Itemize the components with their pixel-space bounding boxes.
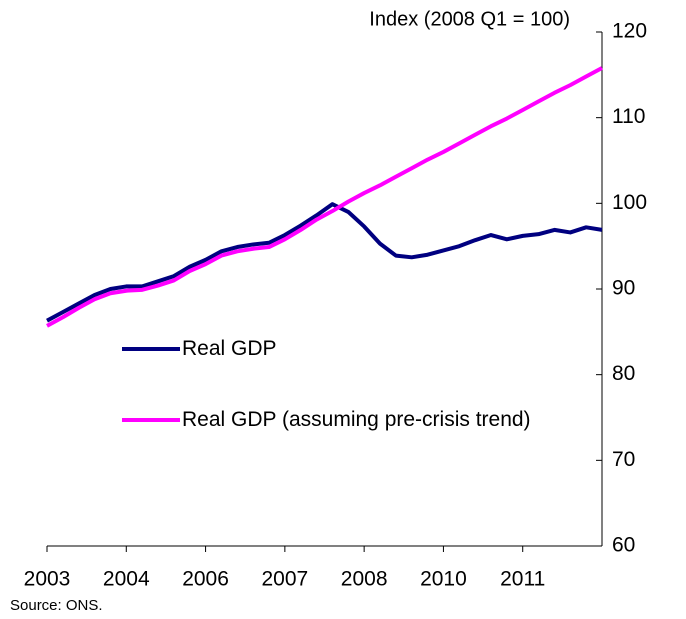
y-tick-label: 70 bbox=[612, 448, 635, 471]
x-tick-label: 2003 bbox=[24, 568, 71, 591]
legend-label: Real GDP bbox=[182, 337, 277, 360]
x-tick-label: 2010 bbox=[420, 568, 467, 591]
y-tick-label: 60 bbox=[612, 534, 635, 557]
x-tick-label: 2004 bbox=[103, 568, 150, 591]
y-tick-label: 110 bbox=[612, 105, 645, 128]
x-tick-label: 2007 bbox=[261, 568, 308, 591]
y-tick-label: 120 bbox=[612, 20, 647, 43]
series-line bbox=[46, 202, 603, 323]
x-tick-label: 2011 bbox=[500, 568, 545, 591]
source-note: Source: ONS. bbox=[10, 597, 103, 614]
y-tick-label: 80 bbox=[612, 362, 635, 385]
x-tick-label: 2006 bbox=[182, 568, 229, 591]
legend-label: Real GDP (assuming pre-crisis trend) bbox=[182, 408, 531, 431]
y-tick-label: 90 bbox=[612, 277, 635, 300]
series-line bbox=[46, 66, 603, 328]
axis-label: Index (2008 Q1 = 100) bbox=[369, 8, 570, 30]
x-tick-label: 2008 bbox=[341, 568, 388, 591]
y-tick-label: 100 bbox=[612, 191, 647, 214]
